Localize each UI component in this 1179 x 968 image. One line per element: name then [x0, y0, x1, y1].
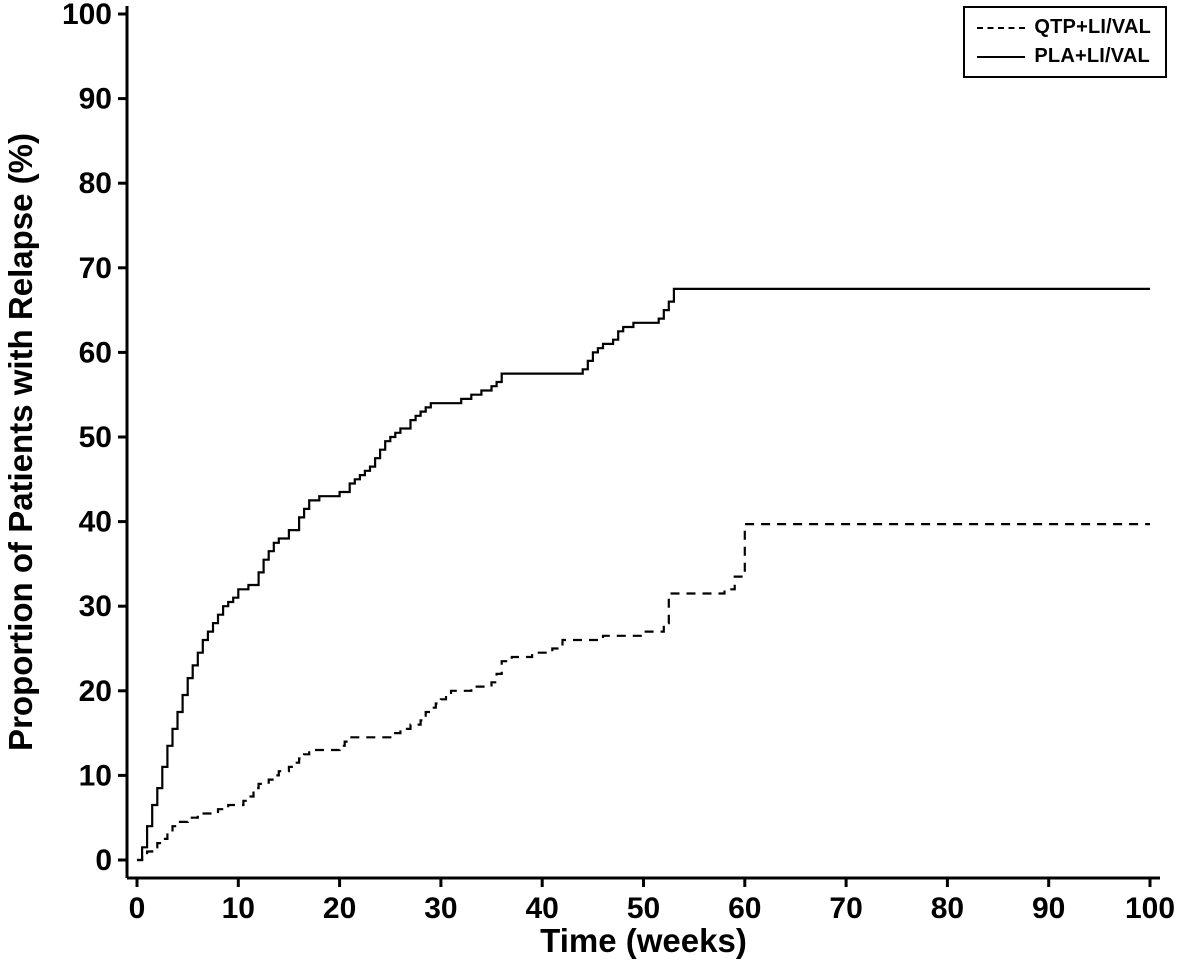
series-line-pla-li-val — [137, 287, 1150, 862]
legend-item-pla: PLA+LI/VAL — [977, 45, 1151, 68]
x-tick-label: 50 — [627, 892, 660, 925]
x-tick-label: 90 — [1032, 892, 1065, 925]
y-tick-label: 60 — [79, 336, 112, 369]
y-axis-ticks: 0 10 20 30 40 50 60 70 80 90 100 — [62, 0, 127, 877]
x-axis-ticks: 0 10 20 30 40 50 60 70 80 90 100 — [129, 878, 1175, 925]
x-tick-label: 10 — [222, 892, 255, 925]
y-axis-title: Proportion of Patients with Relapse (%) — [2, 133, 39, 751]
solid-line-sample — [977, 55, 1026, 58]
y-tick-label: 30 — [79, 590, 112, 623]
x-tick-label: 100 — [1125, 892, 1175, 925]
legend-label-pla: PLA+LI/VAL — [1034, 45, 1150, 67]
x-tick-label: 80 — [931, 892, 964, 925]
series-line-qtp-li-val — [137, 523, 1150, 862]
y-tick-label: 80 — [79, 167, 112, 200]
dashed-line-sample — [977, 26, 1026, 29]
legend-label-qtp: QTP+LI/VAL — [1034, 16, 1151, 38]
x-tick-label: 40 — [526, 892, 559, 925]
y-tick-label: 50 — [79, 421, 112, 454]
y-tick-label: 40 — [79, 506, 112, 539]
y-tick-label: 100 — [62, 0, 112, 31]
x-tick-label: 0 — [129, 892, 146, 925]
y-tick-label: 70 — [79, 252, 112, 285]
x-tick-label: 70 — [829, 892, 862, 925]
axes — [125, 6, 1160, 880]
legend: QTP+LI/VAL PLA+LI/VAL — [963, 6, 1167, 78]
x-tick-label: 30 — [424, 892, 457, 925]
x-tick-label: 60 — [728, 892, 761, 925]
x-axis-title: Time (weeks) — [540, 922, 747, 959]
legend-item-qtp: QTP+LI/VAL — [977, 16, 1151, 39]
y-tick-label: 90 — [79, 83, 112, 116]
y-tick-label: 20 — [79, 675, 112, 708]
y-tick-label: 0 — [95, 844, 112, 877]
y-tick-label: 10 — [79, 759, 112, 792]
x-tick-label: 20 — [323, 892, 356, 925]
